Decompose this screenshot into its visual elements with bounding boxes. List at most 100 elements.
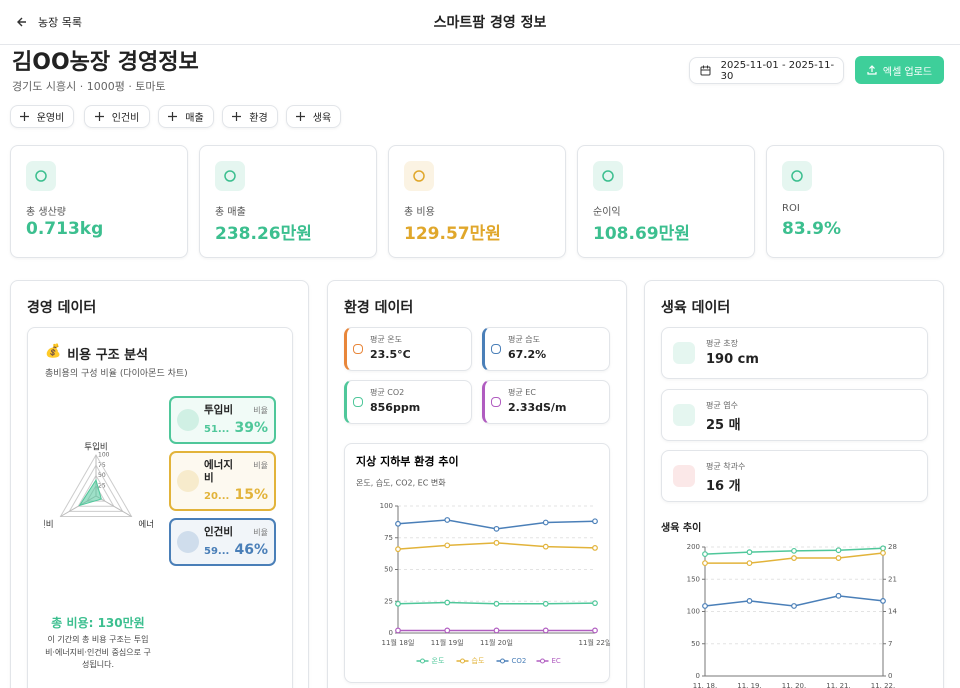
- plus-icon: [295, 112, 305, 121]
- series-point: [493, 525, 500, 532]
- date-range: 2025-11-01 - 2025-11-30: [720, 59, 835, 82]
- x-tick-label: 11월 19일: [431, 638, 464, 647]
- series-point: [592, 518, 598, 525]
- series-point: [493, 627, 500, 634]
- plus: [168, 112, 178, 121]
- add-button[interactable]: 운영비: [10, 105, 74, 128]
- back-icon: [17, 17, 26, 27]
- kpi-label: 총 생산량: [26, 207, 66, 218]
- kpi-value: 0.713kg: [26, 219, 104, 239]
- growth-chart-title: 생육 추이: [661, 523, 702, 534]
- chart-subtitle: 온도, 습도, CO2, EC 변화: [356, 478, 446, 488]
- cost-item-name: 인건비: [204, 526, 233, 538]
- cost-item-ratio: 39%: [234, 420, 268, 436]
- kpi-label: ROI: [782, 203, 800, 214]
- radar-area: [78, 478, 102, 507]
- x-tick-label: 11. 19.: [737, 682, 762, 688]
- series-point: [880, 545, 886, 552]
- date-range-button[interactable]: 2025-11-01 - 2025-11-30: [689, 57, 844, 84]
- series-point: [880, 598, 886, 604]
- y2-tick-label: 0: [888, 672, 892, 680]
- growth-stat-icon: [673, 465, 695, 487]
- kpi-card: [199, 145, 377, 258]
- kpi-value: 129.57만원: [404, 224, 501, 244]
- env-stat-value: 67.2%: [508, 348, 547, 361]
- add-button-label: 생육: [312, 113, 332, 124]
- series-point: [835, 555, 842, 561]
- growth-stat-label: 평균 초장: [706, 339, 738, 348]
- cost-item-card: [169, 518, 276, 566]
- y2-tick-label: 21: [888, 575, 897, 583]
- series-point: [791, 603, 797, 609]
- series-point: [746, 560, 753, 567]
- env-stat-icon: [491, 344, 501, 354]
- add-button[interactable]: 생육: [286, 105, 341, 128]
- kpi-value: 83.9%: [782, 219, 841, 239]
- kpi-glyph: [35, 170, 47, 182]
- env-stat-icon: [353, 344, 363, 354]
- env-stat-value: 856ppm: [370, 401, 421, 414]
- add-button[interactable]: 인건비: [84, 105, 150, 128]
- y2-tick-label: 7: [888, 640, 892, 648]
- ratio-label: 비율: [253, 461, 268, 470]
- cost-item-name: 에너지비: [204, 459, 233, 484]
- environment-title: 환경 데이터: [344, 300, 414, 316]
- upload-button[interactable]: 엑셀 업로드: [855, 56, 944, 84]
- y-tick-label: 0: [696, 672, 700, 680]
- y-tick-label: 200: [687, 543, 700, 551]
- y-tick-label: 50: [691, 640, 700, 648]
- add-button[interactable]: 환경: [222, 105, 278, 128]
- series-point: [746, 598, 753, 604]
- legend-label: CO2: [512, 657, 527, 665]
- growth-stat-label: 평균 엽수: [706, 400, 738, 410]
- farm-subtitle: 경기도 시흥시 · 1000평 · 토마토: [12, 80, 166, 93]
- cost-card-subtitle: 총비용의 구성 비율 (다이아몬드 차트): [45, 369, 188, 379]
- legend-marker: [500, 658, 505, 664]
- series-point: [592, 545, 598, 551]
- cost-item-icon: [177, 470, 199, 492]
- env-stat-label: 평균 습도: [508, 335, 540, 344]
- series-point: [493, 539, 500, 546]
- plus-icon: [19, 112, 29, 121]
- series-point: [835, 547, 842, 554]
- back-label: 농장 목록: [38, 16, 82, 29]
- y-tick-label: 50: [384, 566, 393, 574]
- plus-icon: [232, 112, 242, 121]
- legend-marker: [420, 658, 425, 664]
- kpi-icon: [26, 161, 56, 191]
- add-button-label: 매출: [185, 113, 204, 124]
- env-chart-card: [344, 443, 610, 683]
- cost-item-card: [169, 396, 276, 444]
- growth-stat-card: [661, 327, 928, 379]
- series-point: [542, 519, 549, 526]
- add-button[interactable]: 매출: [158, 105, 214, 128]
- growth-stat-value: 16 개: [706, 479, 741, 494]
- y-tick-label: 25: [384, 597, 393, 605]
- growth-title: 생육 데이터: [661, 300, 731, 316]
- cost-item-name: 투입비: [204, 404, 233, 416]
- series-point: [444, 542, 451, 549]
- x-tick-label: 11월 18일: [382, 638, 415, 647]
- plus: [232, 112, 242, 121]
- kpi-icon: [404, 161, 434, 191]
- kpi-glyph: [602, 170, 614, 182]
- kpi-card: [388, 145, 566, 258]
- growth-stat-value: 190 cm: [706, 352, 759, 367]
- growth-stat-card: [661, 450, 928, 502]
- y2-tick-label: 14: [888, 608, 897, 616]
- cost-card-title: 비용 구조 분석: [67, 348, 148, 363]
- farm-title: 김OO농장 경영정보: [12, 50, 199, 75]
- add-button-label: 운영비: [36, 113, 65, 124]
- radar-grid: [68, 464, 124, 512]
- kpi-label: 총 매출: [215, 207, 246, 218]
- cost-item-ratio: 46%: [234, 542, 268, 558]
- legend-label: 습도: [472, 656, 485, 665]
- kpi-label: 총 비용: [404, 207, 435, 218]
- back-button[interactable]: 농장 목록: [16, 12, 82, 32]
- x-tick-label: 11. 18.: [693, 682, 718, 688]
- kpi-card: [577, 145, 755, 258]
- series-point: [702, 560, 708, 567]
- glyph: [224, 170, 236, 182]
- radar-label: 인건비: [44, 519, 54, 530]
